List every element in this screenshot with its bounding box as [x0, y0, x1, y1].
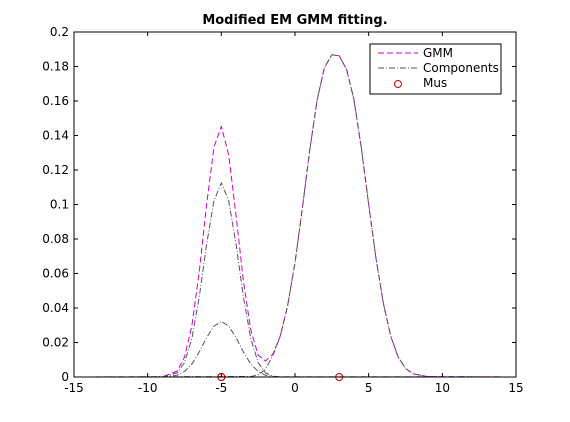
y-tick-label: 0.04 [42, 301, 69, 315]
legend-gmm-label: GMM [423, 46, 453, 60]
x-tick-label: 5 [365, 381, 373, 395]
legend: GMM Components Mus [369, 43, 502, 95]
x-axis: -15 -10 -5 0 5 10 15 [64, 32, 524, 395]
y-axis: 0 0.02 0.04 0.06 0.08 0.1 0.12 0.14 0.16 0.18 0.2 [42, 25, 516, 384]
legend-components-label: Components [423, 61, 499, 75]
legend-mus-swatch [394, 80, 402, 88]
y-tick-label: 0.2 [50, 25, 69, 39]
x-tick-label: -5 [215, 381, 227, 395]
series-component-1 [73, 182, 517, 378]
y-tick-label: 0.18 [42, 60, 69, 74]
y-tick-label: 0.1 [50, 198, 69, 212]
x-tick-label: -15 [64, 381, 84, 395]
legend-box [369, 43, 502, 95]
series-gmm [73, 54, 517, 378]
x-tick-label: 0 [291, 381, 299, 395]
y-tick-label: 0.02 [42, 336, 69, 350]
x-tick-label: 15 [508, 381, 523, 395]
x-tick-label: -10 [138, 381, 158, 395]
y-tick-label: 0.16 [42, 94, 69, 108]
series-component-3 [73, 54, 517, 378]
x-tick-label: 10 [435, 381, 450, 395]
y-tick-label: 0 [61, 370, 69, 384]
y-tick-label: 0.08 [42, 232, 69, 246]
y-tick-label: 0.06 [42, 267, 69, 281]
series-component-2 [73, 320, 517, 378]
series-layer [73, 54, 517, 378]
chart-title: Modified EM GMM fitting. [202, 13, 387, 28]
legend-mus-label: Mus [423, 76, 447, 90]
y-tick-label: 0.12 [42, 163, 69, 177]
y-tick-label: 0.14 [42, 129, 69, 143]
